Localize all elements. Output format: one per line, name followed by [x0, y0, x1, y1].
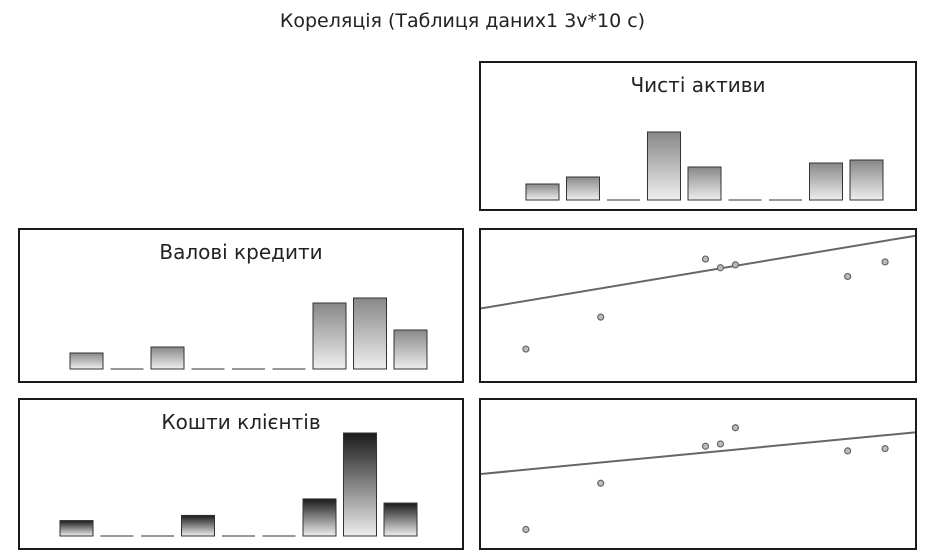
scatter-point — [731, 424, 740, 432]
scatter-point — [522, 525, 530, 534]
scatter-point — [844, 272, 852, 281]
histogram-bar — [383, 502, 418, 537]
scatter-point — [522, 345, 530, 353]
regression-line — [481, 431, 915, 475]
histogram-bar — [525, 183, 560, 201]
histogram-client-funds-title: Кошти клієнтів — [161, 410, 321, 434]
histogram-bar — [353, 297, 387, 370]
scatter-plot-1 — [481, 234, 915, 353]
scatter-point — [701, 442, 710, 450]
histogram-bar — [647, 131, 681, 201]
histogram-client-funds: Кошти клієнтів — [18, 398, 464, 550]
histogram-bar — [343, 432, 377, 537]
scatter-point — [716, 440, 725, 448]
scatter-plot-2 — [481, 424, 915, 534]
scatter-point — [701, 255, 710, 263]
histogram-bar — [312, 302, 347, 370]
histogram-bar — [566, 176, 600, 201]
histogram-bar — [849, 159, 884, 201]
scatter-point — [881, 444, 889, 453]
histogram-bar — [59, 520, 94, 537]
regression-line — [481, 234, 915, 310]
histogram-bar — [150, 346, 185, 370]
scatter-point — [881, 258, 889, 266]
histogram-bar — [181, 514, 215, 537]
page-title: Кореляція (Таблиця даних1 3v*10 с) — [279, 10, 646, 32]
histogram-gross-loans: Валові кредити — [18, 228, 464, 383]
histogram-bar — [69, 352, 104, 370]
histogram-gross-loans-title: Валові кредити — [159, 240, 323, 264]
scatter-net-assets-vs-client-funds — [479, 398, 917, 550]
histogram-bar — [393, 329, 428, 370]
histogram-gross-loans-plot — [69, 297, 428, 370]
histogram-bar — [302, 498, 337, 537]
histogram-net-assets-plot — [525, 131, 884, 201]
scatter-point — [716, 264, 725, 272]
histogram-bar — [809, 162, 843, 201]
histogram-net-assets-title: Чисті активи — [630, 73, 766, 97]
scatter-point — [844, 447, 852, 455]
scatter-point — [597, 479, 605, 487]
scatter-point — [597, 313, 605, 321]
histogram-net-assets: Чисті активи — [479, 61, 917, 211]
scatter-point — [731, 261, 740, 269]
histogram-bar — [687, 166, 722, 201]
scatter-net-assets-vs-gross-loans — [479, 228, 917, 383]
histogram-client-funds-plot — [59, 432, 418, 537]
